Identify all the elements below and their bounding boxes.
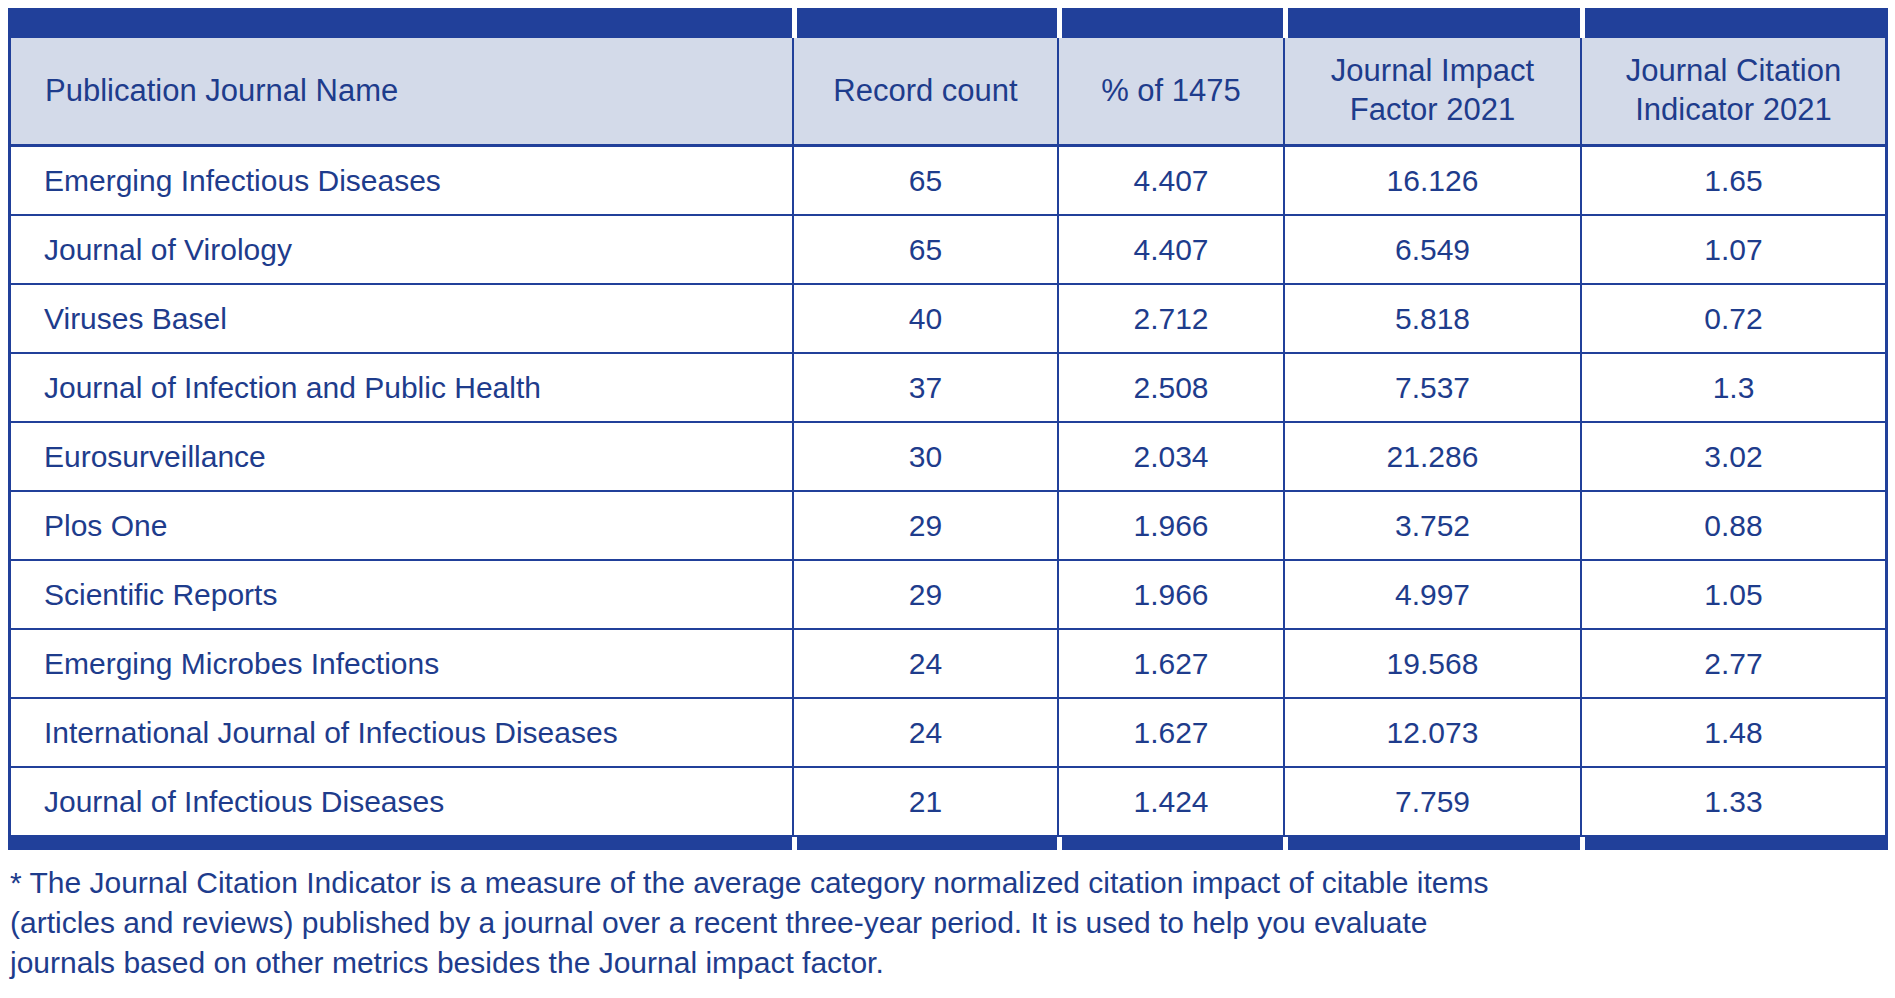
- journal-name-cell: Emerging Microbes Infections: [11, 630, 792, 697]
- bottom-bar-segment: [792, 837, 1057, 850]
- top-bar-segment: [1580, 8, 1885, 38]
- jif-2021-cell: 12.073: [1283, 699, 1580, 766]
- bottom-bar-segment: [11, 837, 792, 850]
- pct-of-1475-cell: 4.407: [1057, 216, 1283, 283]
- pct-of-1475-cell: 1.966: [1057, 561, 1283, 628]
- pct-of-1475-cell: 1.424: [1057, 768, 1283, 835]
- column-header-jif-2021: Journal Impact Factor 2021: [1283, 38, 1580, 144]
- journal-name-cell: Viruses Basel: [11, 285, 792, 352]
- jci-2021-cell: 1.48: [1580, 699, 1885, 766]
- journal-name-cell: Eurosurveillance: [11, 423, 792, 490]
- table-row: International Journal of Infectious Dise…: [11, 699, 1885, 768]
- table-row: Emerging Infectious Diseases 65 4.407 16…: [11, 147, 1885, 216]
- jci-2021-cell: 2.77: [1580, 630, 1885, 697]
- jci-2021-cell: 0.88: [1580, 492, 1885, 559]
- pct-of-1475-cell: 1.966: [1057, 492, 1283, 559]
- journal-name-cell: International Journal of Infectious Dise…: [11, 699, 792, 766]
- journal-name-cell: Emerging Infectious Diseases: [11, 147, 792, 214]
- jif-2021-cell: 4.997: [1283, 561, 1580, 628]
- record-count-cell: 24: [792, 630, 1057, 697]
- jif-2021-cell: 5.818: [1283, 285, 1580, 352]
- journal-name-cell: Journal of Virology: [11, 216, 792, 283]
- jif-2021-cell: 3.752: [1283, 492, 1580, 559]
- bottom-bar-segment: [1057, 837, 1283, 850]
- jci-2021-cell: 1.33: [1580, 768, 1885, 835]
- record-count-cell: 21: [792, 768, 1057, 835]
- footnote-line: * The Journal Citation Indicator is a me…: [10, 863, 1895, 903]
- table-row: Scientific Reports 29 1.966 4.997 1.05: [11, 561, 1885, 630]
- journal-name-cell: Plos One: [11, 492, 792, 559]
- footnote-line: (articles and reviews) published by a jo…: [10, 903, 1895, 943]
- jci-2021-cell: 1.07: [1580, 216, 1885, 283]
- column-header-pct-of-1475: % of 1475: [1057, 38, 1283, 144]
- journal-name-cell: Journal of Infection and Public Health: [11, 354, 792, 421]
- top-bar-segment: [11, 8, 792, 38]
- record-count-cell: 40: [792, 285, 1057, 352]
- pct-of-1475-cell: 2.034: [1057, 423, 1283, 490]
- jif-2021-cell: 21.286: [1283, 423, 1580, 490]
- jci-2021-cell: 1.65: [1580, 147, 1885, 214]
- pct-of-1475-cell: 1.627: [1057, 699, 1283, 766]
- column-header-jci-2021: Journal Citation Indicator 2021: [1580, 38, 1885, 144]
- top-bar-segment: [1283, 8, 1580, 38]
- record-count-cell: 30: [792, 423, 1057, 490]
- table-row: Emerging Microbes Infections 24 1.627 19…: [11, 630, 1885, 699]
- journal-name-cell: Journal of Infectious Diseases: [11, 768, 792, 835]
- jci-2021-cell: 3.02: [1580, 423, 1885, 490]
- top-bar-segment: [1057, 8, 1283, 38]
- jci-2021-cell: 0.72: [1580, 285, 1885, 352]
- record-count-cell: 65: [792, 216, 1057, 283]
- table-header-row: Publication Journal Name Record count % …: [11, 38, 1885, 147]
- journal-name-cell: Scientific Reports: [11, 561, 792, 628]
- top-bar-segment: [792, 8, 1057, 38]
- record-count-cell: 29: [792, 561, 1057, 628]
- pct-of-1475-cell: 2.712: [1057, 285, 1283, 352]
- table-row: Plos One 29 1.966 3.752 0.88: [11, 492, 1885, 561]
- table-row: Journal of Infectious Diseases 21 1.424 …: [11, 768, 1885, 837]
- jci-2021-cell: 1.05: [1580, 561, 1885, 628]
- record-count-cell: 24: [792, 699, 1057, 766]
- record-count-cell: 65: [792, 147, 1057, 214]
- record-count-cell: 37: [792, 354, 1057, 421]
- pct-of-1475-cell: 1.627: [1057, 630, 1283, 697]
- column-header-journal-name: Publication Journal Name: [11, 38, 792, 144]
- table-row: Journal of Infection and Public Health 3…: [11, 354, 1885, 423]
- footnote-line: journals based on other metrics besides …: [10, 943, 1895, 983]
- journal-metrics-table: Publication Journal Name Record count % …: [8, 8, 1888, 850]
- table-row: Eurosurveillance 30 2.034 21.286 3.02: [11, 423, 1885, 492]
- pct-of-1475-cell: 4.407: [1057, 147, 1283, 214]
- jif-2021-cell: 7.537: [1283, 354, 1580, 421]
- table-row: Journal of Virology 65 4.407 6.549 1.07: [11, 216, 1885, 285]
- bottom-bar-segment: [1580, 837, 1885, 850]
- jif-2021-cell: 7.759: [1283, 768, 1580, 835]
- jif-2021-cell: 19.568: [1283, 630, 1580, 697]
- table-bottom-bar: [11, 837, 1885, 850]
- bottom-bar-segment: [1283, 837, 1580, 850]
- jif-2021-cell: 16.126: [1283, 147, 1580, 214]
- jif-2021-cell: 6.549: [1283, 216, 1580, 283]
- table-row: Viruses Basel 40 2.712 5.818 0.72: [11, 285, 1885, 354]
- pct-of-1475-cell: 2.508: [1057, 354, 1283, 421]
- column-header-record-count: Record count: [792, 38, 1057, 144]
- table-top-bar: [11, 8, 1885, 38]
- footnote: * The Journal Citation Indicator is a me…: [10, 863, 1895, 983]
- record-count-cell: 29: [792, 492, 1057, 559]
- jci-2021-cell: 1.3: [1580, 354, 1885, 421]
